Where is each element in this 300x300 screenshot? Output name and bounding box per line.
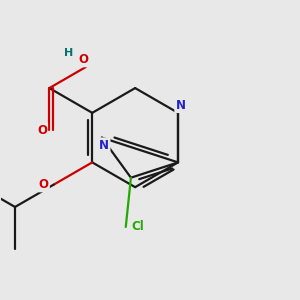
- Text: O: O: [39, 178, 49, 191]
- Text: Cl: Cl: [132, 220, 145, 233]
- Text: H: H: [64, 48, 73, 58]
- Text: N: N: [99, 139, 109, 152]
- Text: N: N: [176, 99, 185, 112]
- Text: O: O: [78, 53, 88, 66]
- Text: O: O: [37, 124, 47, 137]
